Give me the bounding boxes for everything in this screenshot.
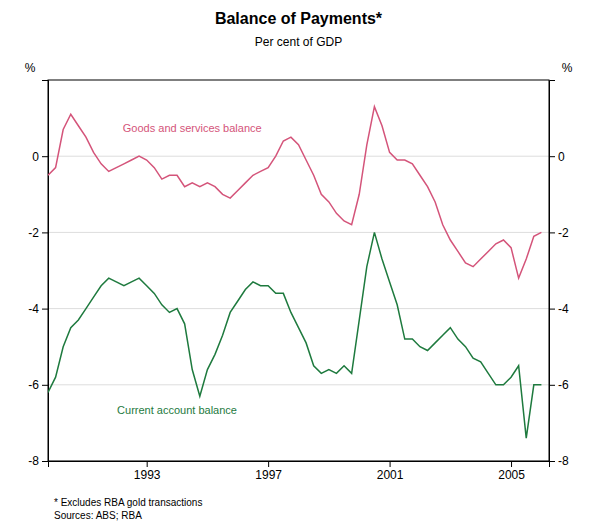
tick-label: -6 [28,378,39,392]
tick-mark [42,385,48,386]
tick: -8 [549,454,569,468]
grid-line [48,308,549,309]
tick-mark [147,461,148,467]
tick-mark [42,232,48,233]
lines [48,107,541,438]
tick: -2 [28,226,48,240]
axis-line [42,81,49,462]
grid-line [48,384,549,385]
tick-label: 2005 [498,468,525,482]
tick-mark [549,232,555,233]
footnotes: * Excludes RBA gold transactions Sources:… [54,497,202,521]
tick-label: -2 [28,226,39,240]
tick: 1997 [255,461,282,482]
tick-label: -8 [28,454,39,468]
tick: -4 [549,302,569,316]
tick-label: -2 [558,226,569,240]
y2-axis-label: % [562,61,573,75]
tick-label: 0 [558,150,565,164]
tick-label: 1997 [255,468,282,482]
tick: -6 [549,378,569,392]
line [48,232,541,438]
tick-label: 1993 [134,468,161,482]
chart: Balance of Payments*Per cent of GDP19931… [0,0,597,527]
tick: 0 [549,150,565,164]
tick-mark [268,461,269,467]
tick-mark [511,461,512,467]
tick-label: -6 [558,378,569,392]
y-axis-label: % [25,61,36,75]
tick-mark [549,156,555,157]
subtitle: Per cent of GDP [255,35,342,49]
x-axis: 1993 1997 2001 2005 [49,461,550,482]
tick-label: 2001 [377,468,404,482]
footnote: Sources: ABS; RBA [54,510,142,521]
tick: -6 [28,378,48,392]
tick: -2 [549,226,569,240]
tick: 2001 [377,461,404,482]
tick: -4 [28,302,48,316]
annotation: Goods and services balance [123,122,262,134]
title: Balance of Payments* [215,10,383,27]
tick-mark [42,156,48,157]
tick-mark [549,461,555,462]
line [48,107,541,278]
tick: 1993 [134,461,161,482]
axis-line [550,81,556,462]
tick-mark [549,385,555,386]
tick-mark [42,461,48,462]
grid-line [48,156,549,157]
plot-frame [48,80,549,461]
tick: 0 [32,150,48,164]
y2-axis: -8 -6 -4 -2 0 [549,81,569,469]
annotations: Goods and services balance Current accoun… [117,122,262,416]
grid [48,156,549,461]
axis-line [49,462,550,468]
y-axis: -8 -6 -4 -2 0 [28,81,48,469]
annotation: Current account balance [117,404,237,416]
tick-label: 0 [32,150,39,164]
tick-mark [549,309,555,310]
tick-mark [42,309,48,310]
tick: -8 [28,454,48,468]
tick: 2005 [498,461,525,482]
tick-label: -8 [558,454,569,468]
footnote: * Excludes RBA gold transactions [54,497,202,508]
tick-label: -4 [28,302,39,316]
grid-line [48,232,549,233]
plot: 1993 1997 2001 2005 -8 -6 -4 -2 0 -8 -6 -4 -2 0%% Good… [25,61,573,482]
tick-mark [390,461,391,467]
tick-label: -4 [558,302,569,316]
